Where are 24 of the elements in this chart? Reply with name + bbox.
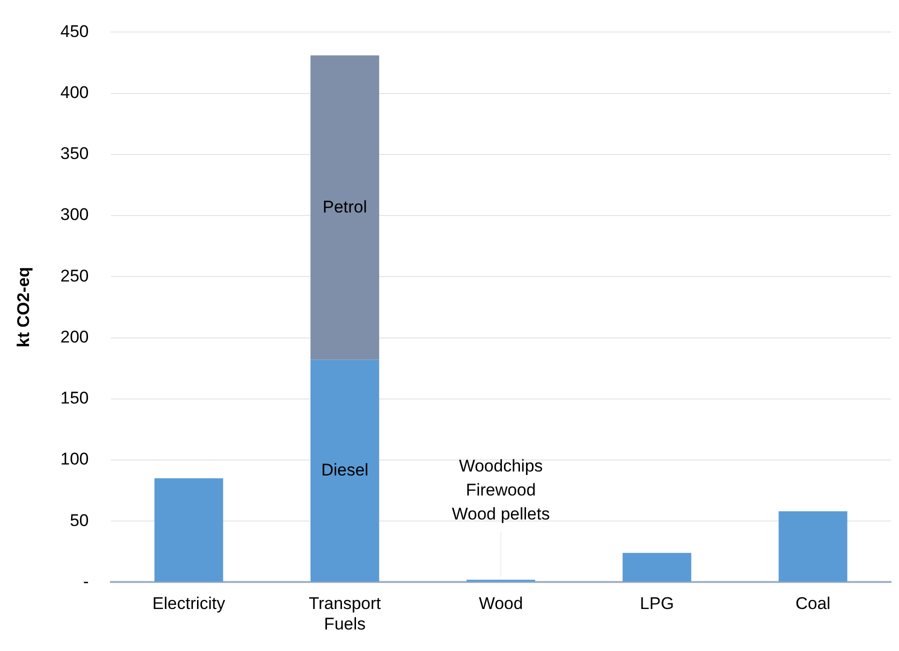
bar	[622, 552, 692, 582]
y-tick-label: 100	[60, 450, 89, 469]
x-tick-label: Transport Fuels	[308, 594, 382, 634]
y-axis-title: kt CO2-eq	[14, 267, 33, 348]
y-tick-label: 400	[60, 83, 89, 102]
series-label: Diesel	[321, 460, 368, 480]
y-tick-label: 200	[60, 327, 89, 346]
bar	[310, 55, 380, 360]
y-tick-label: 50	[70, 510, 89, 530]
series-label: Petrol	[322, 197, 368, 216]
y-tick-label: 150	[60, 388, 89, 408]
y-tick-label: 350	[60, 144, 89, 164]
bar	[778, 511, 848, 582]
x-tick-label: Coal	[795, 594, 830, 614]
x-tick-label: Electricity	[152, 594, 226, 614]
y-tick-label: 450	[60, 22, 89, 41]
bar	[154, 478, 224, 582]
x-tick-label: Wood	[478, 594, 523, 614]
y-tick-label: 250	[60, 266, 89, 286]
y-tick-label: 300	[60, 205, 89, 224]
y-tick-label: -	[83, 572, 89, 591]
x-tick-label: LPG	[640, 594, 674, 614]
bar	[310, 360, 380, 582]
annotation: Woodchips Firewood Wood pellets	[452, 456, 550, 524]
